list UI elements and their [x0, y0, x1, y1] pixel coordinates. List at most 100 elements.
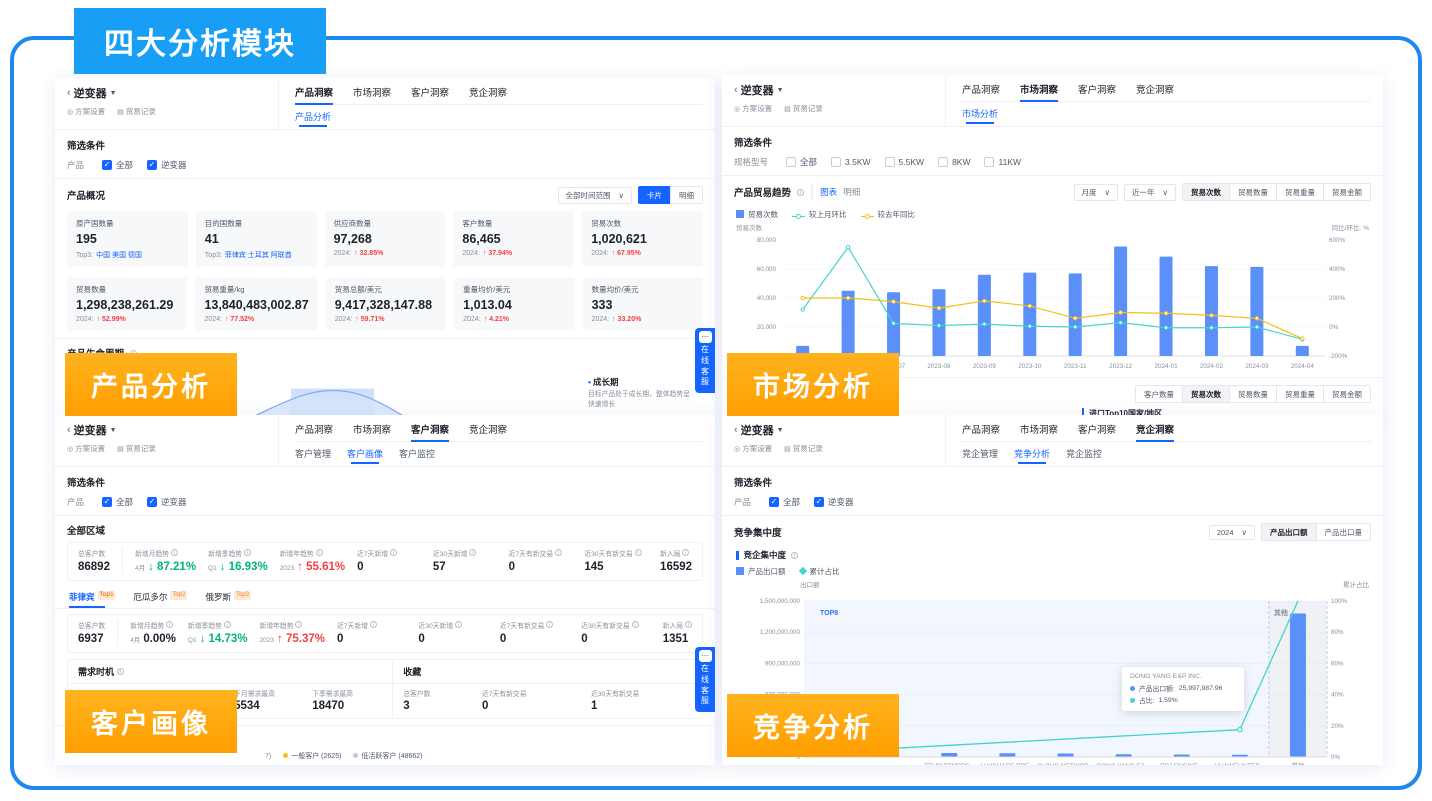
checkbox-all[interactable]: 全部	[786, 156, 817, 168]
trade-records-button[interactable]: ▤ 贸易记录	[784, 444, 823, 453]
scheme-settings-button[interactable]: ◎ 方案设置	[67, 444, 106, 453]
checkbox-8kw[interactable]: 8KW	[938, 157, 970, 167]
subtab-product-analysis[interactable]: 产品分析	[295, 112, 332, 127]
product-selector[interactable]: ‹ 逆变器 ▼	[67, 87, 117, 100]
year-select[interactable]: 2024 ∨	[1208, 524, 1255, 540]
frequency-select[interactable]: 月度 ∨	[1073, 183, 1118, 201]
info-icon: i	[634, 549, 642, 556]
product-selector[interactable]: ‹ 逆变器 ▼	[734, 424, 784, 437]
dist-metric-trade-weight-button[interactable]: 贸易重量	[1276, 385, 1324, 403]
tab-competitor-insight[interactable]: 竞企洞察	[469, 425, 508, 436]
svg-text:其他: 其他	[1274, 608, 1288, 617]
trade-records-button[interactable]: ▤ 贸易记录	[784, 104, 823, 113]
stage-growth[interactable]: • 成长期 目标产品处于成长期，整体趋势呈快速增长	[588, 377, 690, 408]
tab-customer-insight[interactable]: 客户洞察	[411, 422, 450, 442]
subtab-competitor-management[interactable]: 竞企管理	[962, 449, 999, 459]
tab-market-insight[interactable]: 市场洞察	[353, 425, 392, 436]
country-tabs: 菲律宾 Top1 厄瓜多尔 Top2 俄罗斯 Top3	[55, 587, 715, 609]
checkbox-inverter[interactable]: ✓ 逆变器	[814, 497, 854, 507]
stat-card: 重量均价/美元 1,013.04 2024: ↑ 4.21%	[454, 277, 575, 330]
online-service-button[interactable]: ⋯ 在线客服	[695, 647, 715, 713]
metric-export-amount-button[interactable]: 产品出口额	[1261, 523, 1317, 541]
svg-text:2023-10: 2023-10	[1018, 363, 1042, 370]
dist-metric-trade-qty-button[interactable]: 贸易数量	[1229, 385, 1277, 403]
checkbox-11kw[interactable]: 11KW	[984, 157, 1021, 167]
range-select[interactable]: 近一年 ∨	[1124, 183, 1176, 201]
subtab-customer-management[interactable]: 客户管理	[295, 449, 332, 459]
product-selector[interactable]: ‹ 逆变器 ▼	[734, 84, 784, 97]
trade-records-button[interactable]: ▤ 贸易记录	[117, 444, 156, 453]
filter-title: 筛选条件	[67, 478, 106, 489]
svg-text:60%: 60%	[1331, 660, 1344, 667]
tab-customer-insight[interactable]: 客户洞察	[411, 88, 450, 99]
pareto-legend: 产品出口额 累计占比	[722, 563, 1383, 579]
checkbox-inverter[interactable]: ✓ 逆变器	[147, 160, 187, 170]
tab-product-insight[interactable]: 产品洞察	[295, 425, 334, 436]
series-dot-icon	[1130, 697, 1135, 703]
metric-trade-amount-button[interactable]: 贸易金额	[1323, 183, 1371, 201]
stat-card: 贸易总额/美元 9,417,328,147.88 2024: ↑ 59.71%	[325, 277, 447, 330]
metric-trade-count-button[interactable]: 贸易次数	[1182, 183, 1230, 201]
subtab-competitor-monitoring[interactable]: 竞企监控	[1066, 449, 1103, 459]
tab-competitor-insight[interactable]: 竞企洞察	[1136, 422, 1175, 442]
concentration-title: 竞争集中度	[734, 528, 782, 539]
time-range-select[interactable]: 全部时间范围 ∨	[557, 186, 632, 204]
tab-market-insight[interactable]: 市场洞察	[353, 88, 392, 99]
legend-item[interactable]: 低活跃客户 (48662)	[353, 751, 423, 761]
view-detail-toggle[interactable]: 明细	[843, 187, 861, 197]
scheme-settings-button[interactable]: ◎ 方案设置	[734, 104, 773, 113]
tab-customer-insight[interactable]: 客户洞察	[1078, 425, 1117, 436]
metric-trade-weight-button[interactable]: 贸易重量	[1276, 183, 1324, 201]
product-selector[interactable]: ‹ 逆变器 ▼	[67, 424, 117, 437]
legend-item[interactable]: 一般客户 (2625)	[283, 751, 341, 761]
subtab-customer-monitoring[interactable]: 客户监控	[399, 449, 436, 459]
right-axis-title: 同比/环比: %	[1331, 225, 1369, 232]
checkbox-5p5kw[interactable]: 5.5KW	[884, 157, 924, 167]
checkbox-unchecked-icon	[786, 157, 797, 167]
checkbox-inverter[interactable]: ✓ 逆变器	[147, 497, 187, 507]
stat-card: 供应商数量 97,268 2024: ↑ 32.85%	[324, 211, 446, 267]
overlay-label-product: 产品分析	[65, 353, 237, 416]
tab-competitor-insight[interactable]: 竞企洞察	[469, 88, 508, 99]
country-tab-russia[interactable]: 俄罗斯 Top3	[205, 591, 251, 602]
country-tab-ecuador[interactable]: 厄瓜多尔 Top2	[133, 591, 188, 602]
checkbox-all[interactable]: ✓ 全部	[769, 497, 801, 507]
caret-down-icon: ▼	[109, 426, 117, 434]
metric-trade-qty-button[interactable]: 贸易数量	[1229, 183, 1277, 201]
svg-text:0%: 0%	[1331, 754, 1341, 761]
tab-product-insight[interactable]: 产品洞察	[962, 85, 1001, 96]
trade-records-button[interactable]: ▤ 贸易记录	[117, 107, 156, 116]
subtab-competition-analysis[interactable]: 竞争分析	[1014, 449, 1051, 464]
scheme-settings-button[interactable]: ◎ 方案设置	[67, 107, 106, 116]
tab-market-insight[interactable]: 市场洞察	[1020, 82, 1059, 102]
country-tab-philippines[interactable]: 菲律宾 Top1	[69, 591, 116, 608]
subtab-market-analysis[interactable]: 市场分析	[962, 109, 999, 124]
view-detail-button[interactable]: 明细	[670, 186, 703, 204]
checkbox-3p5kw[interactable]: 3.5KW	[831, 157, 871, 167]
tab-product-insight[interactable]: 产品洞察	[295, 85, 334, 105]
checkbox-unchecked-icon	[831, 157, 842, 167]
tab-market-insight[interactable]: 市场洞察	[1020, 425, 1059, 436]
view-chart-toggle[interactable]: 图表	[820, 187, 838, 197]
tab-product-insight[interactable]: 产品洞察	[962, 425, 1001, 436]
view-card-button[interactable]: 卡片	[638, 186, 671, 204]
tab-customer-insight[interactable]: 客户洞察	[1078, 85, 1117, 96]
svg-text:900,000,000: 900,000,000	[765, 660, 801, 667]
checkbox-checked-icon: ✓	[769, 497, 780, 507]
svg-text:40%: 40%	[1331, 692, 1344, 699]
tab-competitor-insight[interactable]: 竞企洞察	[1136, 85, 1175, 96]
top3-links[interactable]: 菲律宾 土耳其 阿联酋	[224, 252, 292, 259]
dist-metric-trade-count-button[interactable]: 贸易次数	[1182, 385, 1230, 403]
scheme-settings-button[interactable]: ◎ 方案设置	[734, 444, 773, 453]
checkbox-all[interactable]: ✓ 全部	[102, 497, 134, 507]
top-badge: Top1	[97, 591, 116, 600]
metric-export-qty-button[interactable]: 产品出口量	[1315, 523, 1371, 541]
online-service-button[interactable]: ⋯ 在线客服	[695, 328, 715, 394]
checkbox-all[interactable]: ✓ 全部	[102, 160, 134, 170]
info-icon: i	[315, 549, 323, 556]
svg-text:2024-04: 2024-04	[1291, 363, 1315, 370]
top3-links[interactable]: 中国 美国 德国	[96, 252, 143, 259]
subtab-customer-portrait[interactable]: 客户画像	[347, 449, 384, 464]
dist-metric-customers-button[interactable]: 客户数量	[1135, 385, 1183, 403]
dist-metric-trade-amount-button[interactable]: 贸易金额	[1323, 385, 1371, 403]
